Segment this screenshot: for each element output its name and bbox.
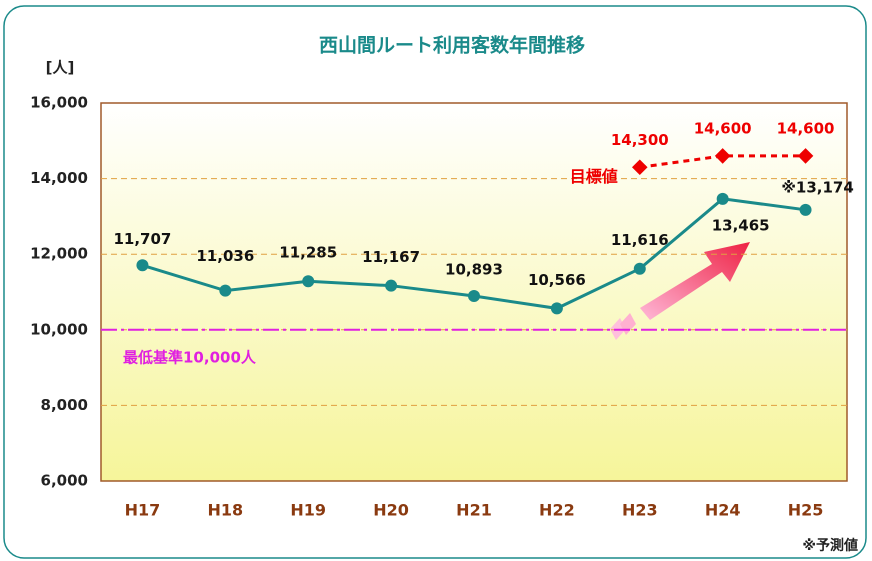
- marker: [136, 259, 149, 272]
- marker: [797, 148, 814, 164]
- value-label: 11,167: [362, 248, 420, 266]
- x-tick-label: H17: [125, 501, 161, 520]
- chart-title: 西山間ルート利用客数年間推移: [319, 34, 585, 57]
- note: ※予測値: [802, 537, 858, 554]
- y-tick-label: 6,000: [41, 472, 88, 490]
- x-tick-label: H18: [208, 501, 244, 520]
- marker: [631, 159, 648, 176]
- marker: [219, 284, 232, 297]
- y-tick-label: 12,000: [30, 245, 88, 263]
- value-label: 14,300: [611, 131, 669, 149]
- value-label: 11,285: [279, 244, 337, 262]
- marker: [550, 302, 563, 315]
- x-tick-label: H21: [456, 501, 492, 520]
- marker: [714, 148, 731, 164]
- value-label: 10,893: [445, 261, 503, 279]
- x-tick-label: H20: [373, 501, 409, 520]
- x-tick-label: H23: [622, 501, 658, 520]
- value-label: 14,600: [694, 119, 752, 137]
- value-label: 11,616: [611, 231, 669, 249]
- x-tick-label: H22: [539, 501, 575, 520]
- value-label: 10,566: [528, 271, 586, 289]
- y-tick-label: 10,000: [30, 320, 88, 338]
- series-label: 目標値: [570, 167, 618, 186]
- series-line: [639, 154, 806, 169]
- y-unit: [人]: [46, 59, 75, 77]
- marker: [385, 279, 398, 292]
- y-tick-label: 8,000: [41, 396, 88, 414]
- reference-label: 最低基準10,000人: [123, 348, 257, 366]
- marker: [799, 203, 812, 216]
- value-label: 14,600: [777, 119, 835, 137]
- marker: [302, 275, 315, 288]
- x-tick-label: H24: [705, 501, 741, 520]
- value-label: 11,036: [196, 247, 254, 265]
- y-tick-label: 14,000: [30, 169, 88, 187]
- marker: [633, 262, 646, 275]
- x-tick-label: H25: [788, 501, 824, 520]
- value-label: 13,465: [712, 216, 770, 234]
- marker: [716, 192, 729, 205]
- x-tick-label: H19: [290, 501, 326, 520]
- marker: [468, 290, 480, 303]
- value-label: ※13,174: [781, 178, 853, 196]
- value-label: 11,707: [113, 230, 171, 248]
- y-tick-label: 16,000: [30, 94, 88, 112]
